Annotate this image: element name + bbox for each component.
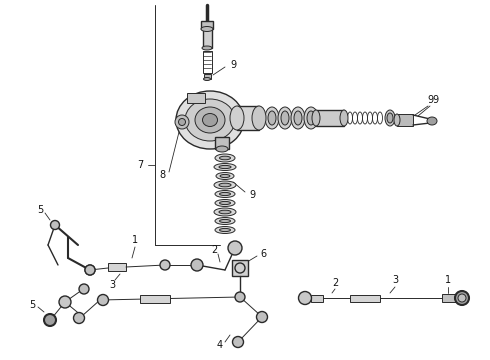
Text: 7: 7 bbox=[137, 160, 143, 170]
Text: 2: 2 bbox=[332, 278, 338, 288]
Text: 1: 1 bbox=[445, 275, 451, 285]
Ellipse shape bbox=[298, 292, 312, 305]
Ellipse shape bbox=[387, 113, 393, 123]
Ellipse shape bbox=[294, 111, 302, 125]
Ellipse shape bbox=[215, 226, 235, 234]
Ellipse shape bbox=[203, 77, 211, 81]
Ellipse shape bbox=[191, 259, 203, 271]
Ellipse shape bbox=[394, 114, 400, 126]
Text: 6: 6 bbox=[260, 249, 266, 259]
Ellipse shape bbox=[312, 110, 320, 126]
Ellipse shape bbox=[455, 291, 469, 305]
Ellipse shape bbox=[215, 190, 235, 198]
Bar bbox=[201, 21, 213, 29]
Ellipse shape bbox=[220, 193, 230, 195]
Text: 5: 5 bbox=[29, 300, 35, 310]
Ellipse shape bbox=[458, 294, 466, 302]
Ellipse shape bbox=[202, 113, 218, 126]
Ellipse shape bbox=[220, 229, 230, 231]
Ellipse shape bbox=[85, 265, 95, 275]
Ellipse shape bbox=[59, 296, 71, 308]
Ellipse shape bbox=[268, 111, 276, 125]
Text: 3: 3 bbox=[392, 275, 398, 285]
Ellipse shape bbox=[340, 110, 348, 126]
Text: 9: 9 bbox=[230, 60, 236, 70]
Ellipse shape bbox=[215, 199, 235, 207]
Ellipse shape bbox=[175, 115, 189, 129]
Ellipse shape bbox=[74, 312, 84, 324]
Ellipse shape bbox=[385, 110, 395, 126]
Text: 9: 9 bbox=[427, 95, 433, 105]
Bar bbox=[350, 294, 380, 302]
Ellipse shape bbox=[307, 111, 315, 125]
Ellipse shape bbox=[265, 107, 279, 129]
Ellipse shape bbox=[98, 294, 108, 306]
Ellipse shape bbox=[215, 217, 235, 225]
Bar bbox=[202, 28, 212, 48]
Ellipse shape bbox=[256, 311, 268, 323]
Ellipse shape bbox=[230, 106, 244, 130]
Ellipse shape bbox=[220, 202, 230, 204]
Text: 9: 9 bbox=[249, 190, 255, 200]
Ellipse shape bbox=[214, 208, 236, 216]
Bar bbox=[202, 51, 212, 73]
Ellipse shape bbox=[278, 107, 292, 129]
Ellipse shape bbox=[252, 106, 266, 130]
Bar bbox=[442, 294, 458, 302]
Ellipse shape bbox=[160, 260, 170, 270]
Ellipse shape bbox=[195, 107, 225, 133]
Ellipse shape bbox=[232, 337, 244, 347]
Ellipse shape bbox=[214, 163, 236, 171]
Ellipse shape bbox=[216, 146, 228, 152]
Text: 2: 2 bbox=[211, 245, 217, 255]
Ellipse shape bbox=[219, 210, 231, 214]
Ellipse shape bbox=[44, 314, 56, 326]
Ellipse shape bbox=[201, 27, 213, 31]
Bar bbox=[237, 106, 259, 130]
Bar bbox=[232, 260, 248, 276]
Ellipse shape bbox=[228, 241, 242, 255]
Ellipse shape bbox=[220, 156, 230, 160]
Bar bbox=[397, 114, 413, 126]
Ellipse shape bbox=[185, 99, 235, 141]
Text: 5: 5 bbox=[37, 205, 43, 215]
Ellipse shape bbox=[219, 166, 231, 168]
Ellipse shape bbox=[220, 220, 230, 222]
Ellipse shape bbox=[427, 117, 437, 125]
Bar bbox=[108, 263, 126, 271]
Ellipse shape bbox=[304, 107, 318, 129]
Ellipse shape bbox=[216, 172, 234, 180]
Bar bbox=[311, 294, 323, 302]
Ellipse shape bbox=[215, 154, 235, 162]
Ellipse shape bbox=[291, 107, 305, 129]
Ellipse shape bbox=[220, 175, 230, 177]
Text: 9: 9 bbox=[432, 95, 438, 105]
Ellipse shape bbox=[214, 181, 236, 189]
Text: 4: 4 bbox=[217, 340, 223, 350]
Ellipse shape bbox=[281, 111, 289, 125]
Ellipse shape bbox=[79, 284, 89, 294]
Ellipse shape bbox=[178, 118, 186, 126]
Ellipse shape bbox=[202, 46, 212, 50]
Ellipse shape bbox=[219, 183, 231, 187]
Ellipse shape bbox=[50, 220, 59, 230]
Bar bbox=[203, 73, 211, 78]
Bar bbox=[187, 93, 205, 103]
Bar bbox=[140, 295, 170, 303]
Ellipse shape bbox=[176, 91, 244, 149]
Text: 3: 3 bbox=[109, 280, 115, 290]
Bar bbox=[215, 137, 229, 149]
Bar bbox=[316, 110, 344, 126]
Text: 8: 8 bbox=[159, 170, 165, 180]
Ellipse shape bbox=[85, 265, 95, 275]
Ellipse shape bbox=[235, 292, 245, 302]
Text: 1: 1 bbox=[132, 235, 138, 245]
